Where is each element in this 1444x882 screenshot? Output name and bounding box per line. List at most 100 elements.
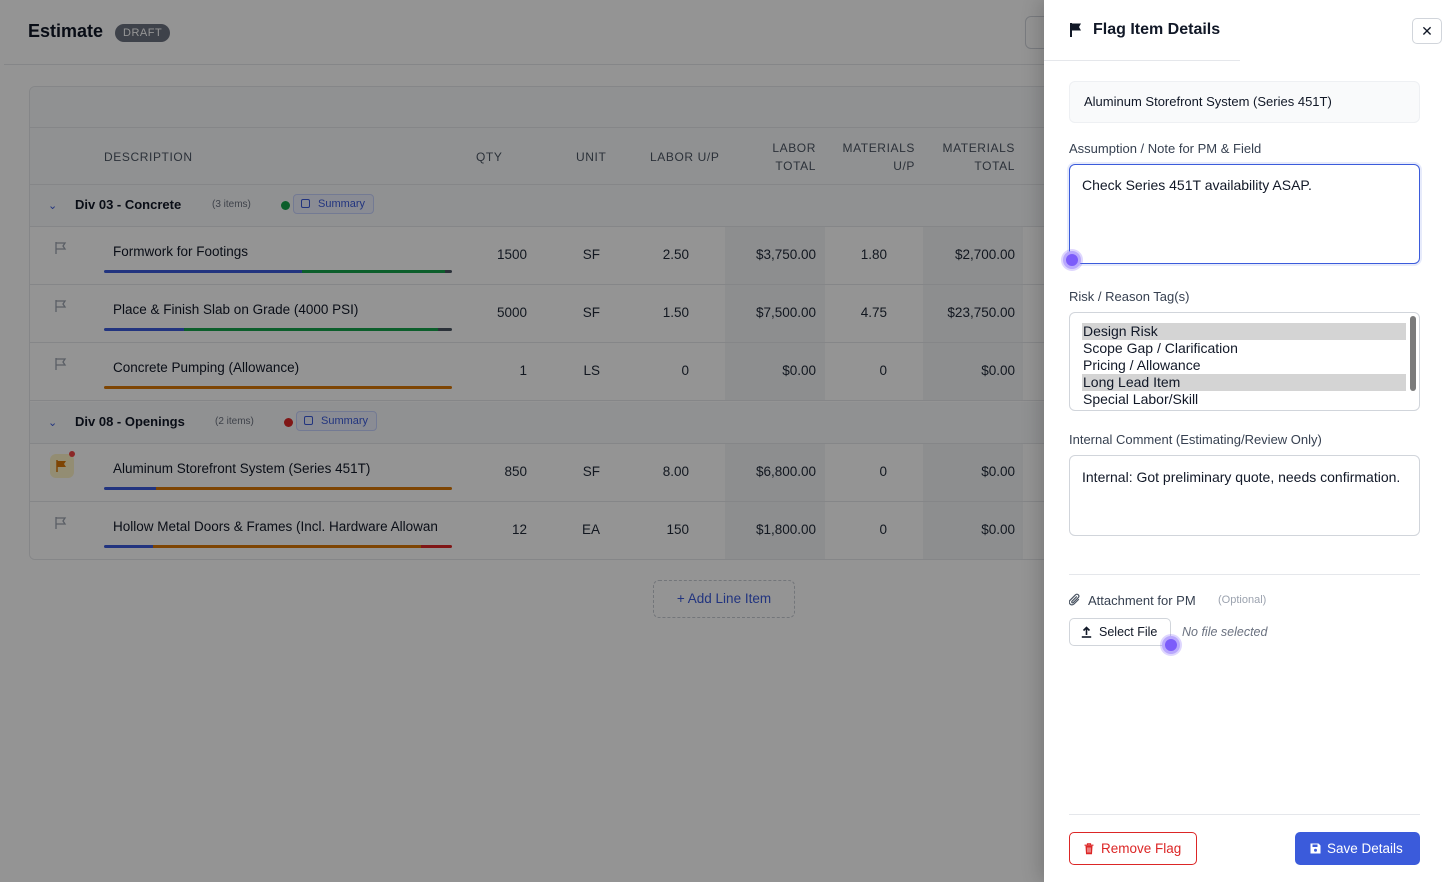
- tag-option-special-labor[interactable]: Special Labor/Skill: [1083, 391, 1199, 407]
- row-labor-total: $0.00: [782, 363, 816, 378]
- page-title: Estimate: [28, 21, 104, 41]
- trash-icon: [1084, 843, 1094, 855]
- group-count: (2 items): [215, 416, 254, 427]
- group-row-div-08[interactable]: ⌄ Div 08 - Openings (2 items) Summary: [30, 402, 1068, 444]
- column-materials-total: MATERIALS TOTAL: [933, 139, 1015, 175]
- row-labor-total: $3,750.00: [755, 247, 816, 262]
- row-description[interactable]: Place & Finish Slab on Grade (4000 PSI): [113, 302, 359, 317]
- comment-textarea[interactable]: Internal: Got preliminary quote, needs c…: [1069, 455, 1420, 536]
- flag-icon[interactable]: [54, 516, 68, 530]
- tag-option-long-lead[interactable]: Long Lead Item: [1082, 374, 1406, 391]
- row-qty[interactable]: 1500: [496, 247, 527, 262]
- section-divider: [1069, 574, 1420, 575]
- row-description[interactable]: Concrete Pumping (Allowance): [113, 360, 300, 375]
- chevron-down-icon[interactable]: ⌄: [48, 417, 58, 429]
- flag-icon[interactable]: [54, 357, 68, 371]
- materials-total-shade: [923, 227, 1023, 284]
- row-labor-total: $1,800.00: [755, 522, 816, 537]
- table-header: DESCRIPTION QTY UNIT LABOR U/P LABOR TOT…: [30, 128, 1068, 185]
- flag-indicator-dot: [69, 451, 75, 457]
- select-file-button[interactable]: Select File: [1069, 618, 1171, 646]
- row-qty[interactable]: 1: [519, 363, 527, 378]
- table-row[interactable]: Place & Finish Slab on Grade (4000 PSI) …: [30, 285, 1068, 343]
- row-unit[interactable]: SF: [582, 305, 600, 320]
- row-unit[interactable]: SF: [582, 464, 600, 479]
- flag-icon[interactable]: [54, 299, 68, 313]
- column-materials-up-line2: U/P: [893, 159, 915, 173]
- table-row[interactable]: Formwork for Footings 1500 SF 2.50 $3,75…: [30, 227, 1068, 285]
- footer-divider: [1069, 814, 1420, 815]
- attachment-optional-note: (Optional): [1218, 594, 1267, 606]
- attachment-label: Attachment for PM: [1088, 593, 1196, 608]
- risk-tags-select[interactable]: Design Risk Scope Gap / Clarification Pr…: [1069, 312, 1420, 411]
- materials-total-shade: [923, 502, 1023, 559]
- row-materials-total: $0.00: [981, 464, 1015, 479]
- row-labor-up[interactable]: 150: [666, 522, 689, 537]
- row-unit[interactable]: EA: [581, 522, 600, 537]
- labor-total-shade: [725, 502, 825, 559]
- labor-total-shade: [725, 285, 825, 342]
- column-materials-total-line2: TOTAL: [974, 159, 1015, 173]
- row-materials-up[interactable]: 1.80: [860, 247, 887, 262]
- note-textarea[interactable]: Check Series 451T availability ASAP.: [1069, 164, 1420, 264]
- row-unit[interactable]: SF: [582, 247, 600, 262]
- row-qty[interactable]: 5000: [496, 305, 527, 320]
- flag-button-active[interactable]: [50, 454, 74, 478]
- tag-option-design-risk[interactable]: Design Risk: [1082, 323, 1406, 340]
- group-name: Div 03 - Concrete: [75, 197, 182, 212]
- row-materials-total: $2,700.00: [954, 247, 1015, 262]
- paperclip-icon: [1069, 593, 1080, 606]
- column-labor-total-line2: TOTAL: [775, 159, 816, 173]
- row-qty[interactable]: 850: [504, 464, 527, 479]
- note-icon: [301, 199, 310, 208]
- summary-button[interactable]: Summary: [296, 411, 378, 431]
- table-row[interactable]: Concrete Pumping (Allowance) 1 LS 0 $0.0…: [30, 343, 1068, 401]
- row-labor-up[interactable]: 2.50: [662, 247, 689, 262]
- flag-icon: [56, 460, 66, 472]
- column-materials-up-line1: MATERIALS: [842, 141, 915, 155]
- status-dot: [284, 418, 293, 427]
- table-row-flagged[interactable]: Aluminum Storefront System (Series 451T)…: [30, 444, 1068, 502]
- close-button[interactable]: ✕: [1412, 18, 1442, 44]
- flag-icon: [1070, 23, 1081, 37]
- summary-label: Summary: [321, 415, 369, 427]
- comment-label: Internal Comment (Estimating/Review Only…: [1069, 432, 1322, 447]
- remove-flag-button[interactable]: Remove Flag: [1069, 832, 1197, 865]
- row-materials-total: $0.00: [981, 363, 1015, 378]
- row-description[interactable]: Formwork for Footings: [113, 244, 249, 259]
- upload-icon: [1081, 626, 1092, 638]
- progress-bar: [104, 328, 452, 331]
- status-badge: DRAFT: [115, 24, 171, 42]
- row-materials-up[interactable]: 0: [879, 464, 887, 479]
- tag-option-scope-gap[interactable]: Scope Gap / Clarification: [1083, 340, 1238, 356]
- row-qty[interactable]: 12: [511, 522, 527, 537]
- row-description[interactable]: Hollow Metal Doors & Frames (Incl. Hardw…: [113, 519, 438, 534]
- row-materials-up[interactable]: 0: [879, 522, 887, 537]
- save-details-button[interactable]: Save Details: [1295, 832, 1420, 865]
- row-description[interactable]: Aluminum Storefront System (Series 451T): [113, 461, 371, 476]
- status-dot: [281, 201, 290, 210]
- estimate-table: DESCRIPTION QTY UNIT LABOR U/P LABOR TOT…: [29, 86, 1069, 560]
- row-labor-total: $6,800.00: [755, 464, 816, 479]
- group-name: Div 08 - Openings: [75, 414, 185, 429]
- flag-icon[interactable]: [54, 241, 68, 255]
- summary-button[interactable]: Summary: [293, 194, 375, 214]
- chevron-down-icon[interactable]: ⌄: [48, 200, 58, 212]
- select-file-label: Select File: [1099, 625, 1158, 639]
- row-materials-up[interactable]: 4.75: [860, 305, 887, 320]
- add-line-item-button[interactable]: + Add Line Item: [653, 580, 795, 618]
- row-labor-up[interactable]: 0: [681, 363, 689, 378]
- progress-bar: [104, 270, 452, 273]
- note-label: Assumption / Note for PM & Field: [1069, 141, 1262, 156]
- row-labor-up[interactable]: 8.00: [662, 464, 689, 479]
- tag-option-pricing[interactable]: Pricing / Allowance: [1083, 357, 1201, 373]
- table-toolbar: [30, 87, 1068, 128]
- group-row-div-03[interactable]: ⌄ Div 03 - Concrete (3 items) Summary: [30, 185, 1068, 227]
- tags-scrollbar[interactable]: [1410, 316, 1416, 391]
- table-row[interactable]: Hollow Metal Doors & Frames (Incl. Hardw…: [30, 502, 1068, 559]
- row-materials-up[interactable]: 0: [879, 363, 887, 378]
- column-description: DESCRIPTION: [104, 150, 193, 164]
- column-unit: UNIT: [576, 150, 607, 164]
- row-unit[interactable]: LS: [583, 363, 600, 378]
- row-labor-up[interactable]: 1.50: [662, 305, 689, 320]
